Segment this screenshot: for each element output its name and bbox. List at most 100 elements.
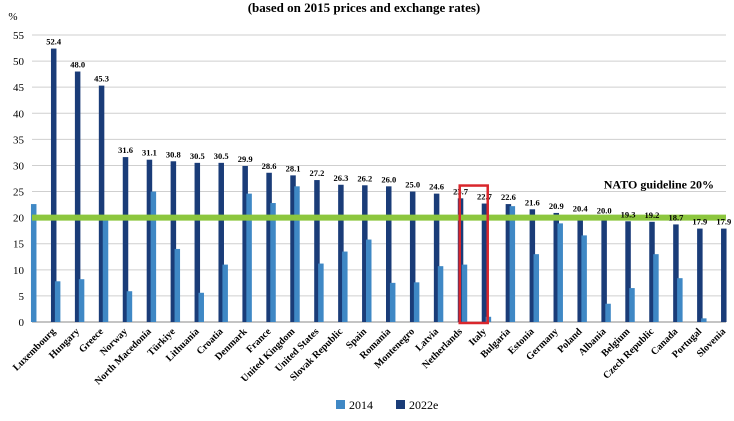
- y-tick-label: 35: [13, 134, 25, 146]
- value-label-latvia: 24.6: [429, 182, 444, 192]
- bar-2022e-italy: [481, 203, 488, 322]
- bar-2022e-france: [266, 172, 272, 322]
- y-tick-label: 50: [13, 56, 25, 68]
- bar-2014-netherlands: [437, 266, 444, 322]
- bar-2022e-denmark: [242, 165, 248, 322]
- bar-2014-poland: [557, 223, 563, 322]
- bar-2022e-north-macedonia: [146, 159, 153, 322]
- value-label-norway: 31.6: [118, 145, 133, 155]
- y-tick-label: 20: [13, 213, 25, 225]
- value-label-canada: 18.7: [668, 212, 684, 222]
- legend-label-2014: 2014: [349, 398, 373, 412]
- value-label-hungary: 48.0: [70, 60, 85, 70]
- bar-2014-latvia: [413, 282, 420, 322]
- bar-2022e-albania: [601, 217, 607, 322]
- bar-2022e-canada: [673, 224, 679, 322]
- bar-2014-belgium: [605, 303, 611, 322]
- value-label-turkiye: 30.8: [166, 149, 181, 159]
- nato-guideline-label: NATO guideline 20%: [604, 178, 714, 192]
- bar-2022e-spain: [362, 185, 368, 322]
- value-label-north-macedonia: 31.1: [142, 148, 157, 158]
- bar-2022e-bulgaria: [505, 204, 512, 322]
- bar-2014-czech-republic: [629, 288, 635, 322]
- bar-2014-italy: [461, 264, 468, 322]
- bar-2022e-latvia: [433, 193, 440, 322]
- bar-2014-slovenia: [701, 318, 707, 322]
- y-tick-label: 10: [13, 265, 25, 277]
- bar-2022e-norway: [122, 157, 129, 322]
- value-label-belgium: 19.3: [621, 209, 636, 219]
- bar-2022e-montenegro: [409, 191, 416, 322]
- bar-2022e-belgium: [625, 221, 631, 322]
- bar-2022e-greece: [98, 85, 105, 322]
- bar-2014-france: [246, 193, 252, 322]
- legend: 2014 2022e: [336, 398, 438, 412]
- highlight-group: [458, 184, 489, 325]
- reference-line-group: NATO guideline 20%: [32, 178, 726, 221]
- bar-2014-greece: [78, 279, 85, 322]
- bar-2022e-slovak-republic: [338, 184, 344, 322]
- value-label-czech-republic: 19.2: [645, 210, 660, 220]
- bar-2022e-croatia: [218, 162, 224, 322]
- bar-2014-canada: [653, 254, 659, 322]
- legend-label-2022e: 2022e: [409, 398, 438, 412]
- bar-2022e-germany: [553, 212, 560, 322]
- value-label-montenegro: 25.0: [405, 180, 420, 190]
- bar-2022e-lithuania: [194, 162, 201, 322]
- bar-2022e-turkiye: [170, 161, 177, 322]
- bar-2014-estonia: [509, 206, 516, 322]
- bar-2014-luxembourg: [30, 204, 37, 322]
- value-label-portugal: 17.9: [692, 217, 707, 227]
- bar-2022e-poland: [577, 215, 583, 322]
- bar-2014-denmark: [222, 264, 228, 322]
- chart-subtitle: (based on 2015 prices and exchange rates…: [248, 0, 481, 15]
- bar-2022e-united-states: [314, 180, 320, 322]
- legend-swatch-2022e: [396, 400, 405, 409]
- bar-2022e-romania: [386, 186, 392, 322]
- bar-2014-germany: [533, 254, 540, 322]
- bar-2014-united-kingdom: [270, 203, 276, 322]
- bar-2014-lithuania: [174, 248, 181, 322]
- value-label-slovenia: 17.9: [716, 217, 731, 227]
- value-label-france: 28.6: [262, 161, 277, 171]
- value-label-denmark: 29.9: [238, 154, 253, 164]
- bar-2014-united-states: [294, 186, 300, 322]
- bar-2022e-czech-republic: [649, 221, 655, 322]
- bar-2014-romania: [366, 239, 372, 322]
- value-label-lithuania: 30.5: [190, 151, 205, 161]
- value-label-estonia: 21.6: [525, 197, 540, 207]
- legend-swatch-2014: [336, 400, 345, 409]
- bar-2014-spain: [342, 251, 348, 322]
- value-label-romania: 26.0: [381, 174, 396, 184]
- bar-2014-montenegro: [389, 282, 396, 322]
- bar-2014-turkiye: [150, 191, 157, 322]
- value-label-united-kingdom: 28.1: [286, 163, 301, 173]
- highlight-box-italy: [458, 184, 489, 325]
- y-tick-label: 0: [19, 317, 25, 329]
- value-label-italy: 22.7: [477, 192, 493, 202]
- bar-2014-north-macedonia: [126, 291, 133, 322]
- y-axis-ticks: 0 5 10 15 20 25 30 35 40 45 50 55: [13, 30, 25, 329]
- y-tick-label: 25: [13, 187, 25, 199]
- bar-2022e-slovenia: [721, 228, 727, 322]
- bar-series: [30, 48, 727, 323]
- bar-2014-albania: [581, 235, 587, 322]
- value-label-spain: 26.2: [357, 173, 372, 183]
- y-tick-label: 15: [13, 239, 25, 251]
- value-label-croatia: 30.5: [214, 151, 229, 161]
- value-label-poland: 20.4: [573, 204, 589, 214]
- bar-2022e-portugal: [697, 228, 703, 322]
- bar-2014-slovak-republic: [318, 263, 324, 322]
- value-label-united-states: 27.2: [310, 168, 325, 178]
- bar-2014-portugal: [677, 278, 683, 322]
- value-labels: 52.4 48.0 45.3 31.6 31.1 30.8 30.5 30.5 29.9 28.6…: [46, 37, 731, 227]
- value-label-germany: 20.9: [549, 201, 564, 211]
- value-label-greece: 45.3: [94, 74, 109, 84]
- y-tick-label: 5: [19, 291, 25, 303]
- bar-2014-croatia: [198, 292, 204, 322]
- bar-2022e-estonia: [529, 209, 536, 322]
- bar-2022e-united-kingdom: [290, 175, 296, 322]
- value-label-slovak-republic: 26.3: [333, 173, 348, 183]
